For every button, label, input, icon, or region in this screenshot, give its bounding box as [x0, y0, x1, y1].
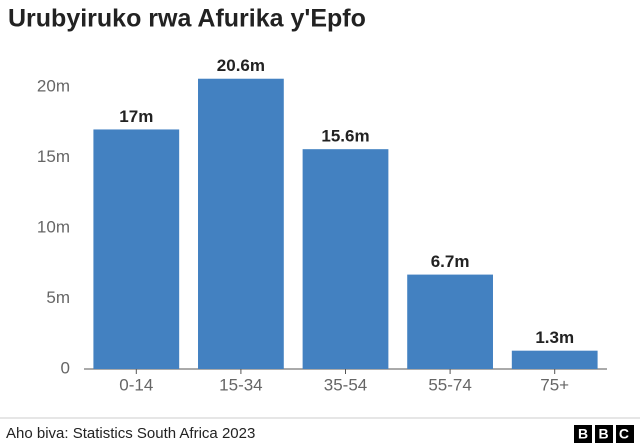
value-label: 15.6m — [321, 127, 369, 146]
y-tick-label: 20m — [37, 77, 70, 96]
source: Aho biva: Statistics South Africa 2023 — [6, 425, 255, 442]
bar — [511, 350, 598, 369]
x-tick-label: 75+ — [540, 375, 569, 394]
bar — [198, 78, 284, 370]
value-label: 1.3m — [535, 328, 574, 347]
x-tick-label: 55-74 — [428, 375, 471, 394]
bar — [302, 149, 389, 369]
y-tick-label: 0 — [61, 358, 70, 377]
y-tick-label: 15m — [37, 147, 70, 166]
logo-box — [574, 425, 592, 443]
bar — [93, 129, 180, 369]
y-tick-label: 10m — [37, 218, 70, 237]
x-tick-label: 35-54 — [324, 375, 367, 394]
x-tick-label: 0-14 — [119, 375, 153, 394]
logo-box — [616, 425, 634, 443]
value-label: 6.7m — [431, 252, 470, 271]
y-tick-label: 5m — [46, 288, 70, 307]
value-label: 20.6m — [217, 56, 265, 75]
chart-title: Urubyiruko rwa Afurika y'Epfo — [8, 5, 366, 33]
bar — [407, 274, 493, 369]
logo: BBC — [574, 425, 634, 443]
logo-box — [595, 425, 613, 443]
value-label: 17m — [119, 107, 153, 126]
logo-text: BBC — [578, 426, 629, 442]
x-tick-label: 15-34 — [219, 375, 262, 394]
